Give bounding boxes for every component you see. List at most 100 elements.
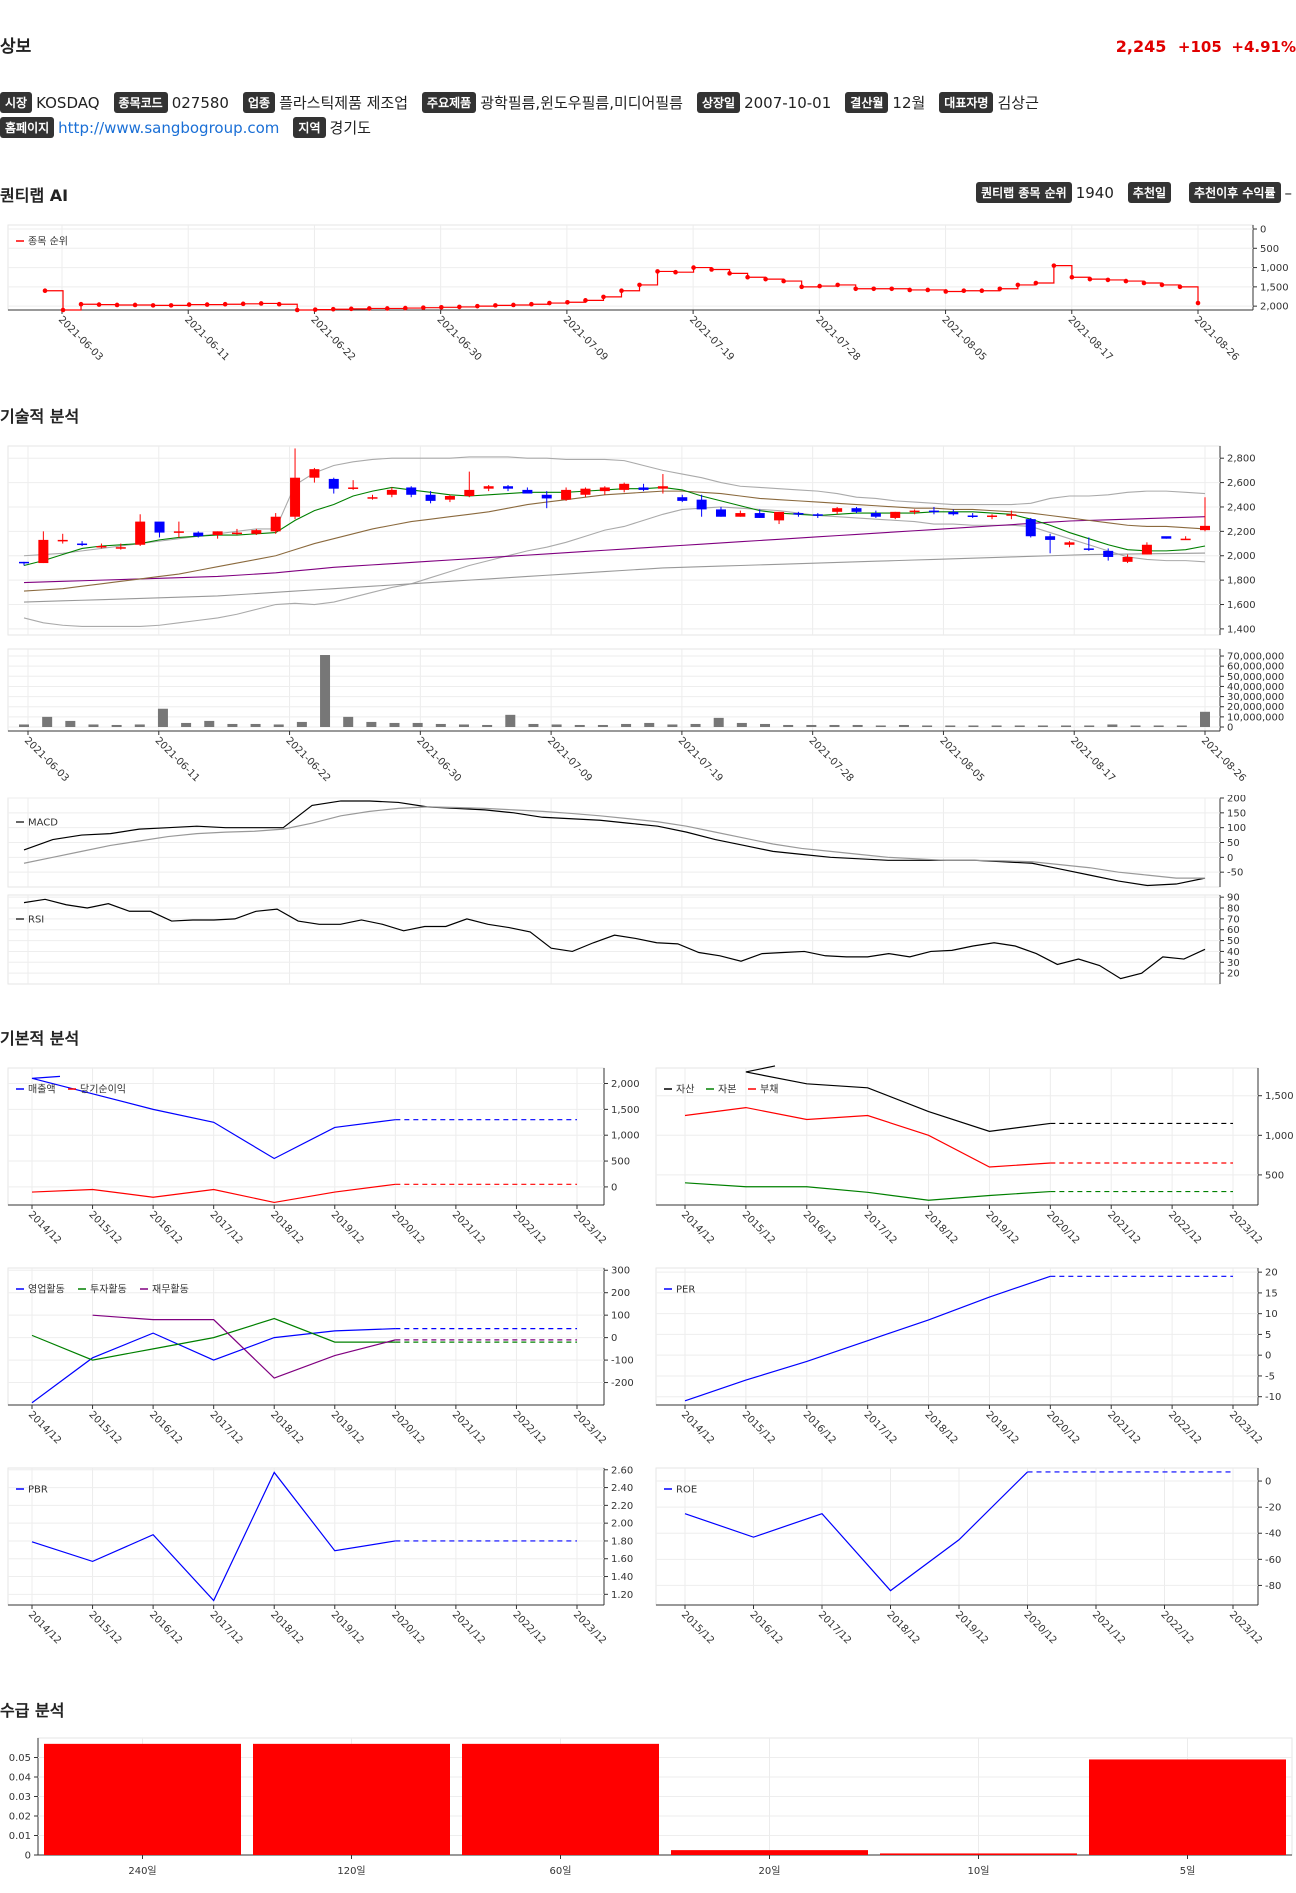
cashflow-series-line: [31, 1317, 396, 1361]
candle-body: [832, 508, 843, 512]
sales-series-line: [31, 1075, 396, 1160]
macd-line: [23, 800, 1206, 887]
per-series-line: [684, 1275, 1051, 1402]
y-tick-label: 2,000: [611, 1079, 640, 1090]
y-tick-label: 1,800: [1227, 576, 1256, 587]
x-tick-label: 2018/12: [268, 1209, 305, 1246]
candle-body: [328, 478, 339, 489]
candle-body: [290, 477, 301, 517]
cashflow-series-line: [31, 1328, 396, 1404]
candle-body: [212, 531, 223, 536]
x-tick-label: 2016/12: [147, 1209, 184, 1246]
y-tick-label: 2,800: [1227, 454, 1256, 465]
supply-bar: [253, 1743, 450, 1855]
y-tick-label: -80: [1265, 1581, 1281, 1592]
volume-bar: [366, 721, 377, 727]
candle-body: [561, 489, 572, 500]
rank-point: [150, 303, 156, 308]
y-tick-label: 60: [1227, 925, 1240, 936]
x-tick-label: 2014/12: [679, 1209, 716, 1246]
candle-body: [77, 543, 88, 546]
candle-body: [483, 486, 494, 489]
rank-point: [1159, 282, 1165, 288]
y-tick-label: 200: [611, 1288, 630, 1299]
y-tick-label: 1.80: [611, 1536, 633, 1547]
volume-bar: [157, 708, 168, 727]
rank-point: [979, 288, 985, 294]
rank-point: [727, 271, 732, 276]
candle-body: [1103, 550, 1114, 557]
y-tick-label: 1,600: [1227, 600, 1256, 611]
cashflow-chart: -200 -100 0 100 200 300 2014/12 2015/12 2016/12 2…: [7, 1266, 634, 1446]
candle-body: [522, 489, 533, 494]
volume-bar: [1176, 725, 1187, 727]
rank-point: [204, 302, 210, 307]
rank-point: [366, 306, 372, 311]
x-tick-label: 2021-06-11: [182, 314, 231, 363]
x-tick-label: 2015/12: [679, 1609, 716, 1646]
volume-bar: [597, 724, 608, 727]
volume-bar: [296, 721, 307, 727]
x-tick-label: 2016/12: [147, 1609, 184, 1646]
rank-point: [925, 287, 931, 293]
x-tick-label: 2021-08-05: [937, 735, 986, 784]
y-tick-label: 70: [1227, 914, 1240, 925]
y-tick-label: 0.02: [9, 1812, 31, 1823]
candle-body: [173, 531, 184, 533]
y-tick-label: 0.04: [9, 1773, 31, 1784]
legend-label: 영업활동: [28, 1283, 65, 1296]
volume-bar: [204, 720, 215, 727]
volume-bar: [505, 714, 516, 727]
x-tick-label: 2019/12: [329, 1609, 366, 1646]
candle-body: [1141, 544, 1152, 555]
y-tick-label: 15: [1265, 1288, 1278, 1299]
candle-body: [677, 497, 688, 501]
candle-body: [1083, 548, 1094, 550]
rank-point: [421, 305, 426, 310]
y-tick-label: 0: [1227, 853, 1233, 864]
x-tick-label: 2022/12: [510, 1609, 547, 1646]
region-value: 경기도: [329, 119, 371, 137]
supply-chart: 0 0.01 0.02 0.03 0.04 0.05 240일 120일 60일 20일 10일 5일: [9, 1737, 1293, 1877]
homepage-link[interactable]: http://www.sangbogroup.com: [58, 118, 280, 137]
x-tick-label: 2016/12: [147, 1409, 184, 1446]
x-tick-label: 2020/12: [1044, 1209, 1081, 1246]
industry-label: 업종: [242, 92, 276, 113]
x-tick-label: 2021-08-17: [1066, 314, 1115, 363]
y-tick-label: 0: [1265, 1351, 1271, 1362]
volume-bar: [19, 724, 29, 727]
rank-point: [1105, 277, 1111, 283]
supply-title: 수급 분석: [0, 1701, 65, 1720]
volume-bar: [760, 723, 771, 727]
supply-bar: [880, 1853, 1077, 1855]
x-tick-label: 2022/12: [1166, 1409, 1203, 1446]
y-tick-label: 500: [611, 1157, 630, 1168]
rank-chart: 0 500 1,000 1,500 2,000 2021-06-03 2021-06-11 2…: [7, 224, 1289, 363]
volume-bar: [320, 655, 331, 727]
y-tick-label: 20: [1265, 1268, 1278, 1279]
y-tick-label: 1,500: [1260, 282, 1289, 293]
y-tick-label: 20,000,000: [1227, 702, 1284, 713]
rank-point: [42, 288, 48, 294]
rank-point: [673, 269, 678, 275]
candle-body: [444, 495, 455, 500]
volume-bar: [736, 722, 747, 727]
y-tick-label: 0: [611, 1182, 617, 1193]
rank-point: [691, 265, 696, 270]
bb-upper-line: [23, 456, 1206, 557]
candle-body: [425, 494, 436, 501]
rank-point: [457, 304, 462, 310]
candle-body: [890, 511, 901, 518]
balance-series-line: [745, 1065, 1051, 1132]
legend-label: PBR: [28, 1485, 48, 1496]
rank-point: [763, 276, 768, 282]
balance-series-line: [684, 1106, 1051, 1168]
x-tick-label: 2016/12: [801, 1409, 838, 1446]
y-tick-label: 2,000: [1260, 302, 1289, 313]
candle-body: [851, 508, 862, 512]
x-tick-label: 2014/12: [26, 1209, 63, 1246]
y-tick-label: 0.05: [9, 1753, 31, 1764]
rank-point: [781, 278, 786, 284]
stock-info-row-1: 시장 KOSDAQ 종목코드 027580 업종 플라스틱제품 제조업 주요제품…: [0, 92, 1053, 113]
y-tick-label: 150: [1227, 808, 1246, 819]
